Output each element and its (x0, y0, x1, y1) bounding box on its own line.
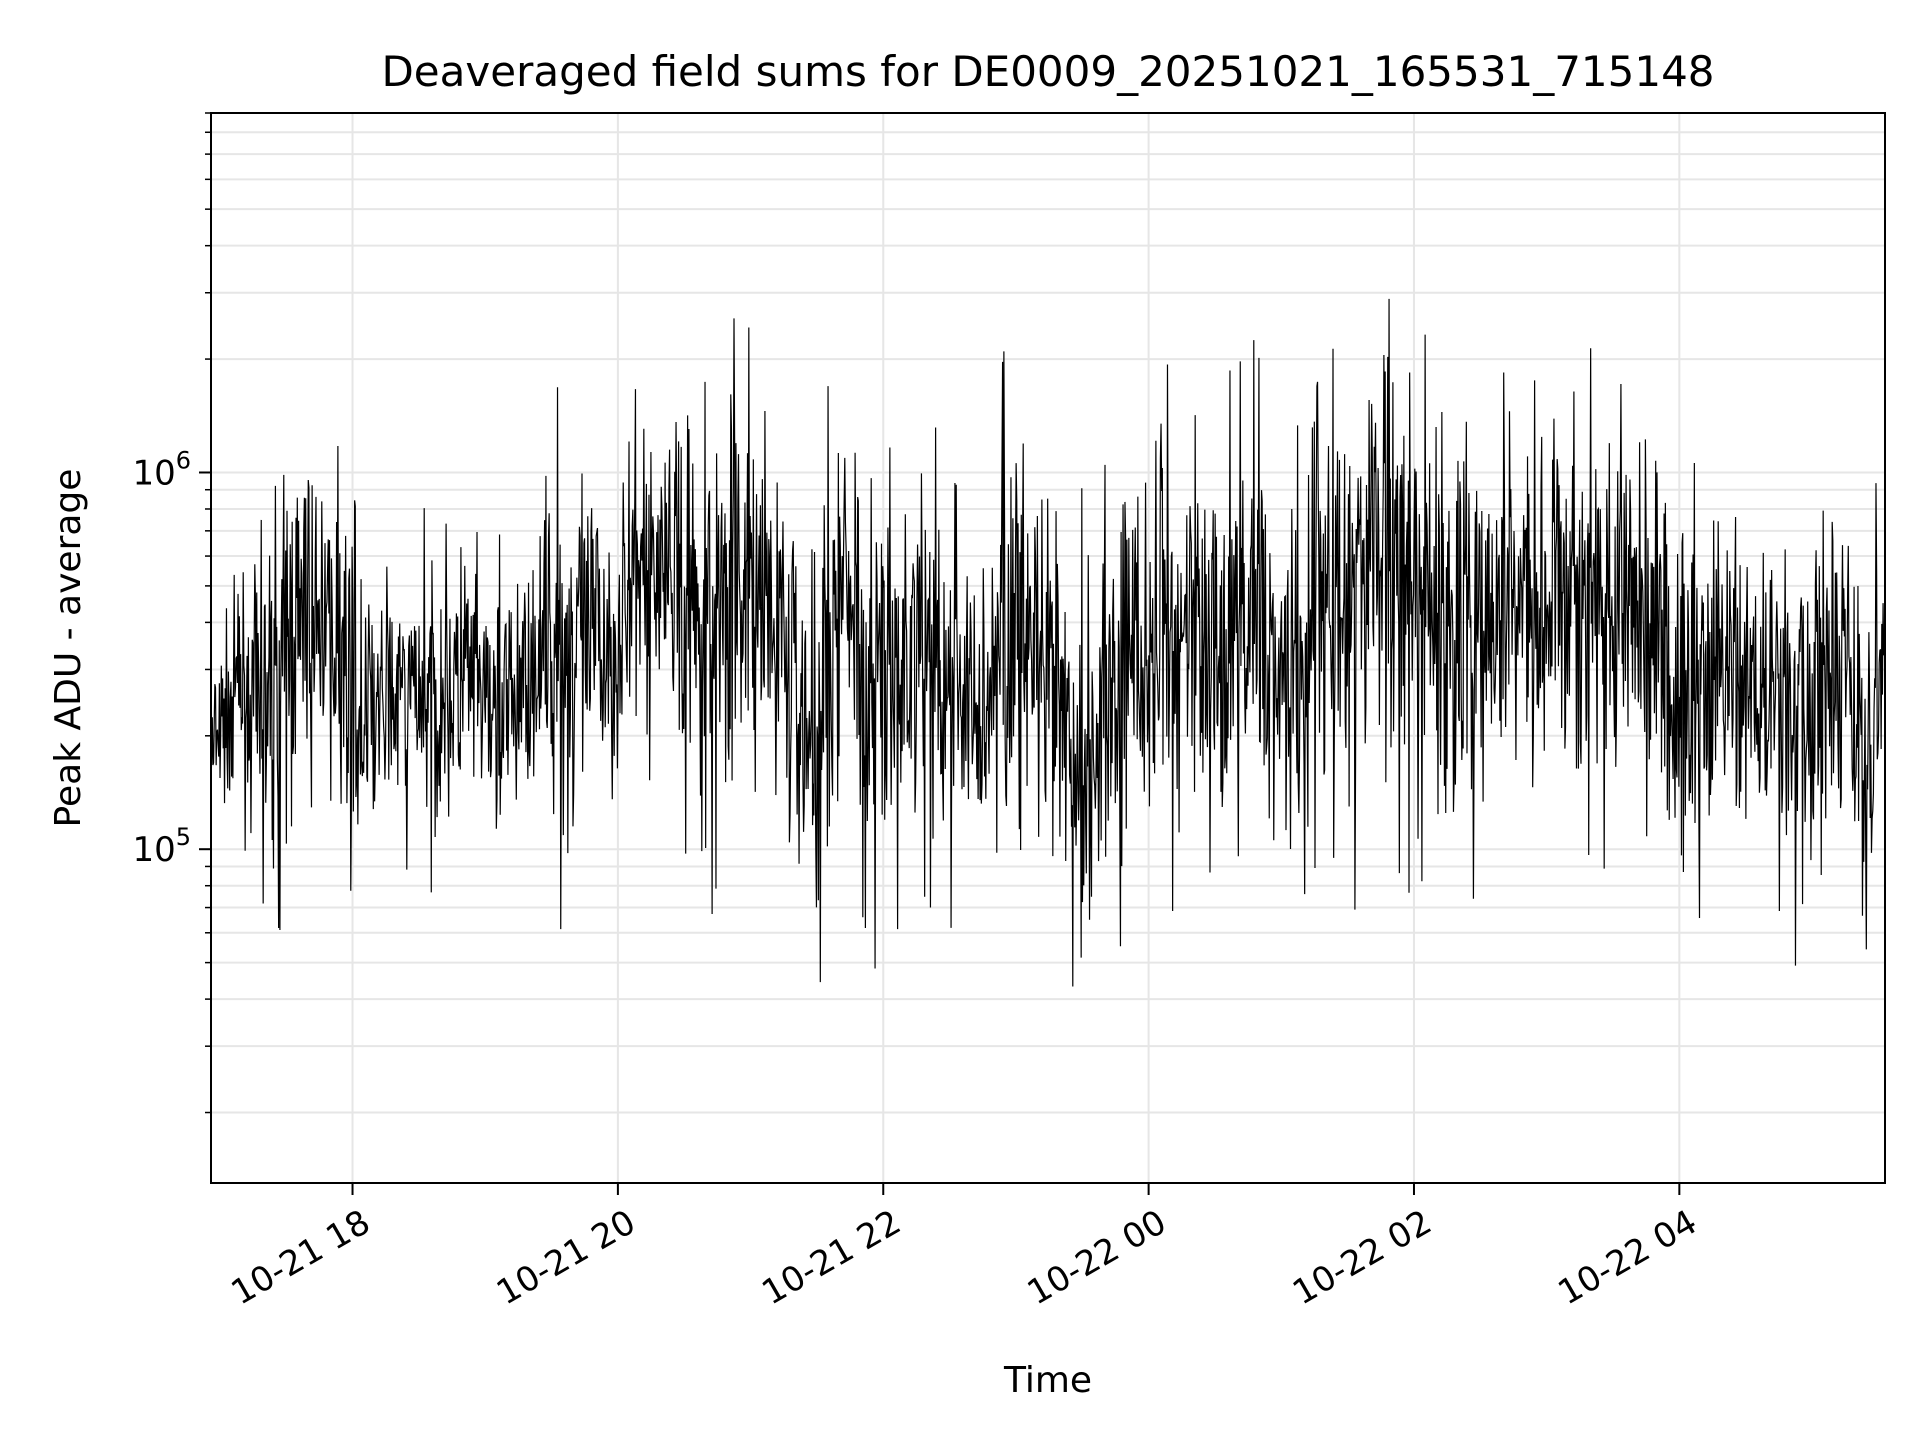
series-line (210, 298, 1886, 987)
chart-title: Deaveraged field sums for DE0009_2025102… (381, 47, 1714, 96)
y-tick-label: 105 (132, 823, 191, 870)
x-axis-label: Time (1003, 1360, 1092, 1401)
series-path (210, 298, 1886, 987)
y-tick-label: 106 (132, 446, 191, 493)
plot-frame (210, 112, 1886, 1184)
y-axis-label: Peak ADU - average (48, 469, 89, 828)
